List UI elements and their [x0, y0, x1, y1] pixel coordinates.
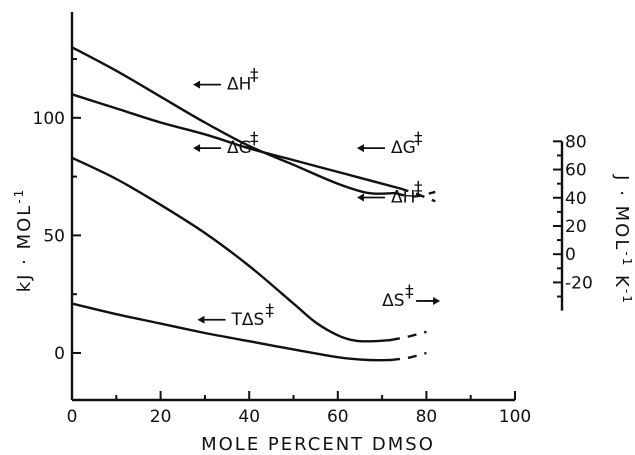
annotation-dH-top: ΔH‡ — [193, 66, 259, 95]
series-line-TdS — [70, 302, 393, 362]
annotation-label: ΔH — [391, 187, 415, 207]
annotation-sup: ‡ — [414, 178, 423, 198]
x-tick-label: 20 — [150, 407, 172, 427]
svg-text:kJ · MOL-1: kJ · MOL-1 — [12, 188, 35, 293]
arrowhead-icon — [356, 193, 364, 202]
arrowhead-icon — [193, 80, 201, 89]
left-axis-title-text: kJ · MOL — [14, 204, 35, 293]
annotation-dS-label: ΔS ‡ — [382, 282, 441, 311]
y2-tick-label: 40 — [565, 189, 587, 209]
x-tick-label: 60 — [327, 407, 349, 427]
annotation-label: ΔG — [227, 138, 252, 158]
y-tick-label: 100 — [33, 109, 65, 129]
series-extension-TdS — [390, 351, 427, 362]
series-extension-dH-upper — [395, 190, 436, 198]
x-tick-label: 40 — [238, 407, 260, 427]
series-extension-dG — [399, 187, 436, 203]
right-axis-title-text: J · MOL — [611, 174, 632, 251]
annotation-dH-right: ΔH‡ — [356, 178, 423, 207]
annotation-dG-right: ΔG‡ — [356, 129, 423, 158]
y-tick-label: 0 — [54, 344, 65, 364]
svg-text:J · MOL-1 K-1: J · MOL-1 K-1 — [611, 174, 634, 305]
series-group — [70, 46, 436, 362]
y-tick-label: 50 — [43, 226, 65, 246]
arrowhead-icon — [356, 144, 364, 153]
series-line-dG — [70, 93, 401, 190]
annotation-label: TΔS — [230, 310, 264, 330]
y2-tick-label: 20 — [565, 217, 587, 237]
annotation-TdS-label: TΔS ‡ — [197, 301, 274, 330]
left-axis-title: kJ · MOL-1 — [12, 188, 35, 293]
axes: 0 20 40 60 80 100 0 50 100 -20 0 20 40 60 80 — [33, 12, 593, 427]
right-axis-title: J · MOL-1 K-1 — [611, 174, 634, 305]
annotation-sup: ‡ — [405, 282, 414, 302]
y2-tick-label: 80 — [565, 132, 587, 152]
series-extension-dS — [390, 330, 427, 342]
annotation-sup: ‡ — [250, 66, 259, 86]
x-tick-label: 0 — [67, 407, 78, 427]
x-tick-label: 100 — [499, 407, 531, 427]
annotation-label: ΔS — [382, 291, 404, 311]
right-axis-title-sup1: -1 — [620, 251, 634, 267]
right-axis-title-unit: K — [611, 267, 632, 289]
right-axis-title-sup2: -1 — [620, 289, 634, 305]
left-axis-title-sup: -1 — [12, 188, 26, 204]
annotation-sup: ‡ — [265, 301, 274, 321]
y2-tick-label: 60 — [565, 161, 587, 181]
x-axis-title: MOLE PERCENT DMSO — [201, 434, 435, 455]
y2-tick-label: 0 — [565, 245, 576, 265]
annotation-label: ΔH — [227, 75, 251, 95]
y2-tick-label: -20 — [565, 273, 593, 293]
series-line-dH-upper — [70, 46, 397, 195]
annotation-dG-left: ΔG‡ — [193, 129, 259, 158]
arrowhead-icon — [433, 296, 441, 305]
series-line-dS — [70, 156, 393, 343]
arrowhead-icon — [193, 144, 201, 153]
annotation-sup: ‡ — [414, 129, 423, 149]
x-tick-label: 80 — [416, 407, 438, 427]
annotation-sup: ‡ — [250, 129, 259, 149]
annotation-label: ΔG — [391, 138, 416, 158]
arrowhead-icon — [197, 315, 205, 324]
annotation-group: ΔH‡ΔG‡ ΔG‡ΔH‡TΔS ‡ ΔS ‡ — [193, 66, 441, 330]
